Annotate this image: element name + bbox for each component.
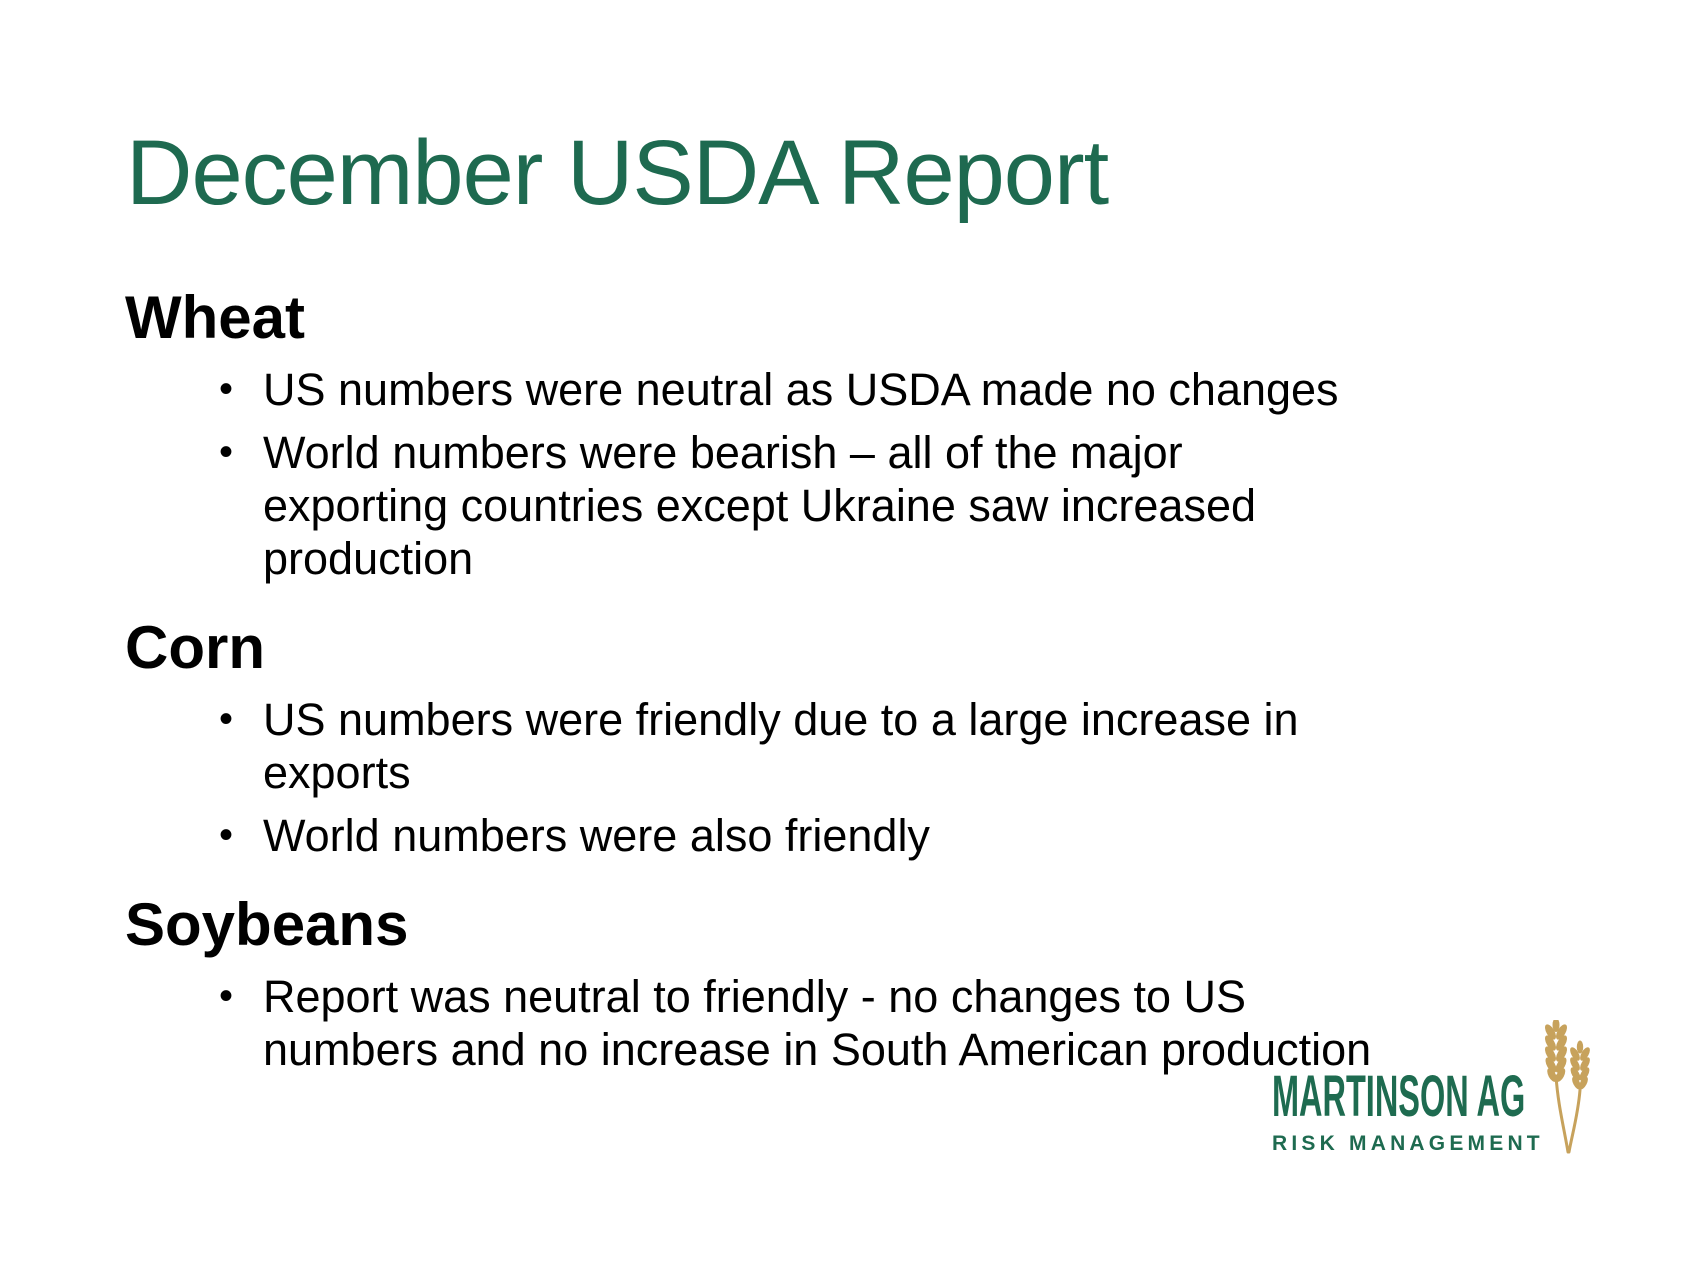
- bullet-text: World numbers were bearish – all of the …: [263, 427, 1257, 584]
- corn-bullet-list: • US numbers were friendly due to a larg…: [125, 693, 1707, 862]
- logo-text-block: MARTINSON AG RISK MANAGEMENT: [1272, 1016, 1544, 1156]
- bullet-marker: •: [219, 697, 234, 741]
- bullet-item: • US numbers were friendly due to a larg…: [219, 693, 1707, 799]
- slide-content: December USDA Report Wheat • US numbers …: [125, 0, 1707, 1086]
- bullet-marker: •: [219, 430, 234, 474]
- bullet-marker: •: [219, 813, 234, 857]
- bullet-item: • Report was neutral to friendly - no ch…: [219, 970, 1707, 1076]
- bullet-marker: •: [219, 974, 234, 1018]
- bullet-text: World numbers were also friendly: [263, 810, 930, 861]
- section-heading-soybeans: Soybeans: [125, 891, 409, 958]
- wheat-bullet-list: • US numbers were neutral as USDA made n…: [125, 363, 1707, 585]
- logo-company-name: MARTINSON AG: [1272, 1064, 1526, 1129]
- wheat-stalks-icon: [1545, 1020, 1590, 1154]
- logo-tagline: RISK MANAGEMENT: [1272, 1132, 1544, 1155]
- slide-title: December USDA Report: [126, 122, 1109, 224]
- martinson-ag-logo: MARTINSON AG RISK MANAGEMENT: [1272, 1016, 1598, 1156]
- bullet-item: • US numbers were neutral as USDA made n…: [219, 363, 1707, 416]
- section-heading-corn: Corn: [125, 614, 265, 681]
- bullet-text: Report was neutral to friendly - no chan…: [263, 971, 1372, 1075]
- soybeans-bullet-list: • Report was neutral to friendly - no ch…: [125, 970, 1707, 1076]
- bullet-item: • World numbers were also friendly: [219, 809, 1707, 862]
- bullet-text: US numbers were friendly due to a large …: [263, 694, 1299, 798]
- section-heading-wheat: Wheat: [125, 284, 305, 351]
- bullet-text: US numbers were neutral as USDA made no …: [263, 364, 1339, 415]
- bullet-item: • World numbers were bearish – all of th…: [219, 426, 1707, 585]
- bullet-marker: •: [219, 367, 234, 411]
